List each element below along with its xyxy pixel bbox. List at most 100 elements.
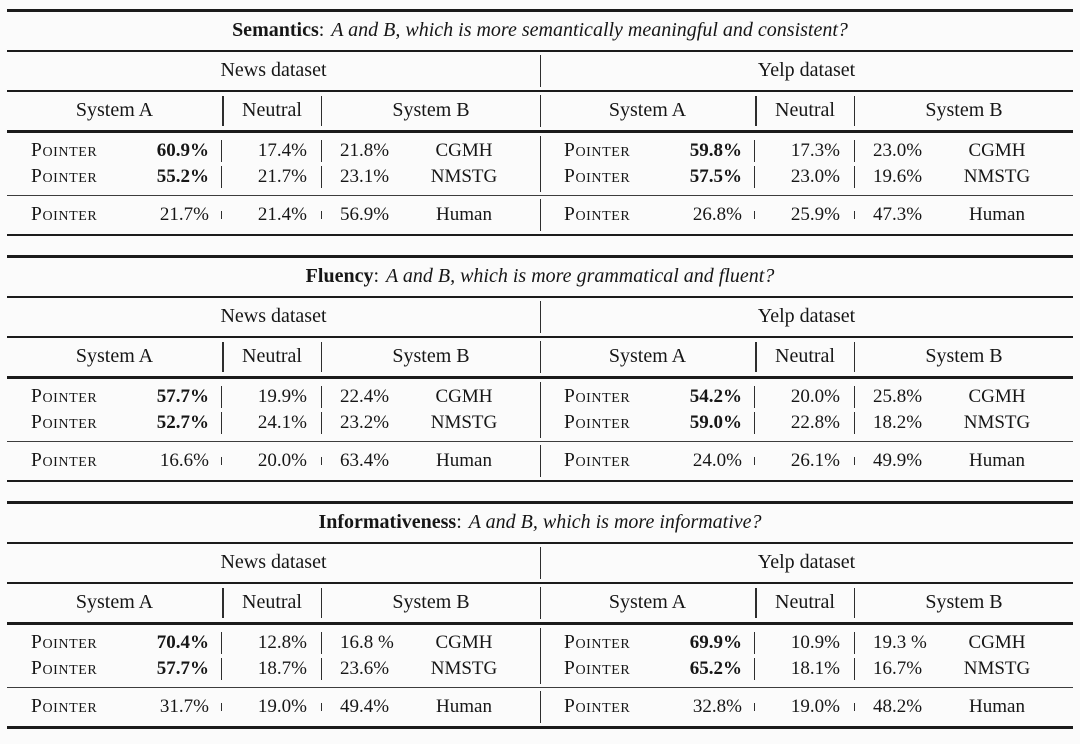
result-row-human: Pointer 21.7% 21.4% 56.9% Human: [7, 196, 540, 234]
results-section: Pointer 57.7% 19.9% 22.4% CGMH Pointer 5…: [7, 379, 1073, 441]
column-header-system-a: System A: [75, 99, 154, 121]
human-section: Pointer 31.7% 19.0% 49.4% Human Pointer …: [7, 688, 1073, 726]
caption-bottom-rule: [7, 541, 1073, 544]
criterion-colon: :: [318, 19, 325, 41]
system-b-name: CGMH: [435, 385, 493, 407]
system-a-percent: 60.9%: [142, 139, 222, 162]
system-a-name: Pointer: [564, 165, 631, 187]
system-a-name: Pointer: [31, 631, 98, 653]
system-a-name: Pointer: [564, 139, 631, 161]
dataset-header-news: News dataset: [7, 52, 541, 90]
system-a-name: Pointer: [31, 203, 98, 225]
neutral-percent: 12.8%: [222, 631, 322, 654]
column-header-row: System A Neutral System B System A Neutr…: [7, 338, 1073, 376]
system-a-name: Pointer: [564, 631, 631, 653]
column-header-row: System A Neutral System B System A Neutr…: [7, 92, 1073, 130]
system-b-percent: 56.9%: [340, 203, 390, 225]
result-row-cgmh: Pointer 54.2% 20.0% 25.8% CGMH: [540, 384, 1073, 410]
system-b-percent: 23.6%: [340, 657, 390, 679]
result-row-cgmh: Pointer 70.4% 12.8% 16.8 % CGMH: [7, 630, 540, 656]
system-a-percent: 26.8%: [675, 204, 755, 226]
system-b-name: NMSTG: [430, 411, 498, 433]
evaluation-table-semantics: Semantics: A and B, which is more semant…: [7, 9, 1073, 237]
table-caption: Informativeness: A and B, which is more …: [7, 504, 1073, 542]
system-b-percent: 49.9%: [873, 449, 923, 471]
dataset-header-row: News dataset Yelp dataset: [7, 298, 1073, 336]
system-b-name: Human: [436, 449, 492, 471]
result-row-human: Pointer 24.0% 26.1% 49.9% Human: [540, 442, 1073, 480]
system-a-name: Pointer: [31, 696, 98, 718]
system-a-percent: 69.9%: [675, 631, 755, 654]
neutral-percent: 19.9%: [222, 385, 322, 408]
system-b-percent: 19.6%: [873, 165, 923, 187]
system-a-name: Pointer: [31, 139, 98, 161]
result-row-cgmh: Pointer 69.9% 10.9% 19.3 % CGMH: [540, 630, 1073, 656]
criterion-label: Semantics: [232, 19, 319, 41]
system-a-name: Pointer: [31, 165, 98, 187]
system-b-percent: 23.0%: [873, 139, 923, 161]
results-yelp: Pointer 59.8% 17.3% 23.0% CGMH Pointer 5…: [540, 133, 1073, 195]
result-row-nmstg: Pointer 65.2% 18.1% 16.7% NMSTG: [540, 656, 1073, 682]
system-b-name: NMSTG: [430, 165, 498, 187]
system-b-percent: 16.8 %: [340, 631, 394, 653]
column-header-neutral: Neutral: [222, 92, 322, 130]
system-b-percent: 16.7%: [873, 657, 923, 679]
human-section: Pointer 21.7% 21.4% 56.9% Human Pointer …: [7, 196, 1073, 234]
table-bottom-rule: [7, 233, 1073, 237]
result-row-nmstg: Pointer 57.7% 18.7% 23.6% NMSTG: [7, 656, 540, 682]
dataset-bottom-rule: [7, 335, 1073, 338]
dataset-bottom-rule: [7, 581, 1073, 584]
system-b-name: NMSTG: [963, 411, 1031, 433]
human-news: Pointer 16.6% 20.0% 63.4% Human: [7, 442, 541, 480]
results-news: Pointer 57.7% 19.9% 22.4% CGMH Pointer 5…: [7, 379, 541, 441]
system-b-percent: 49.4%: [340, 696, 390, 718]
neutral-percent: 18.1%: [755, 657, 855, 680]
column-headers-news: System A Neutral System B: [7, 584, 541, 622]
column-header-neutral: Neutral: [755, 92, 855, 130]
system-a-name: Pointer: [31, 657, 98, 679]
system-b-percent: 23.1%: [340, 165, 390, 187]
neutral-percent: 25.9%: [755, 204, 855, 226]
system-b-percent: 25.8%: [873, 385, 923, 407]
result-row-cgmh: Pointer 57.7% 19.9% 22.4% CGMH: [7, 384, 540, 410]
human-separator-rule: [7, 440, 1073, 442]
column-headers-yelp: System A Neutral System B: [540, 92, 1073, 130]
neutral-percent: 26.1%: [755, 450, 855, 472]
system-b-name: CGMH: [968, 139, 1026, 161]
system-b-percent: 48.2%: [873, 696, 923, 718]
column-headers-news: System A Neutral System B: [7, 338, 541, 376]
neutral-percent: 17.3%: [755, 139, 855, 162]
column-header-system-a: System A: [75, 591, 154, 614]
system-b-name: Human: [969, 203, 1025, 225]
results-news: Pointer 60.9% 17.4% 21.8% CGMH Pointer 5…: [7, 133, 541, 195]
column-header-system-a: System A: [608, 345, 687, 368]
system-a-name: Pointer: [31, 411, 98, 433]
result-row-human: Pointer 31.7% 19.0% 49.4% Human: [7, 688, 540, 726]
system-a-percent: 57.7%: [142, 657, 222, 680]
system-b-percent: 63.4%: [340, 449, 390, 471]
result-row-cgmh: Pointer 60.9% 17.4% 21.8% CGMH: [7, 138, 540, 164]
system-a-percent: 32.8%: [675, 696, 755, 718]
system-a-name: Pointer: [564, 696, 631, 718]
system-a-name: Pointer: [564, 203, 631, 225]
system-a-percent: 59.8%: [675, 139, 755, 162]
human-news: Pointer 21.7% 21.4% 56.9% Human: [7, 196, 541, 234]
dataset-header-yelp: Yelp dataset: [757, 305, 856, 328]
column-header-neutral: Neutral: [222, 338, 322, 376]
system-b-name: CGMH: [968, 631, 1026, 653]
result-row-cgmh: Pointer 59.8% 17.3% 23.0% CGMH: [540, 138, 1073, 164]
column-header-neutral: Neutral: [222, 584, 322, 622]
neutral-percent: 23.0%: [755, 165, 855, 188]
evaluation-table-informativeness: Informativeness: A and B, which is more …: [7, 501, 1073, 729]
header-bottom-rule: [7, 375, 1073, 379]
table-caption: Fluency: A and B, which is more grammati…: [7, 258, 1073, 296]
system-a-name: Pointer: [31, 449, 98, 471]
system-a-name: Pointer: [564, 411, 631, 433]
result-row-nmstg: Pointer 52.7% 24.1% 23.2% NMSTG: [7, 410, 540, 436]
human-yelp: Pointer 24.0% 26.1% 49.9% Human: [540, 442, 1073, 480]
result-row-human: Pointer 26.8% 25.9% 47.3% Human: [540, 196, 1073, 234]
table-caption: Semantics: A and B, which is more semant…: [7, 12, 1073, 50]
criterion-colon: :: [373, 265, 380, 288]
system-b-name: NMSTG: [963, 165, 1031, 187]
neutral-percent: 22.8%: [755, 411, 855, 434]
